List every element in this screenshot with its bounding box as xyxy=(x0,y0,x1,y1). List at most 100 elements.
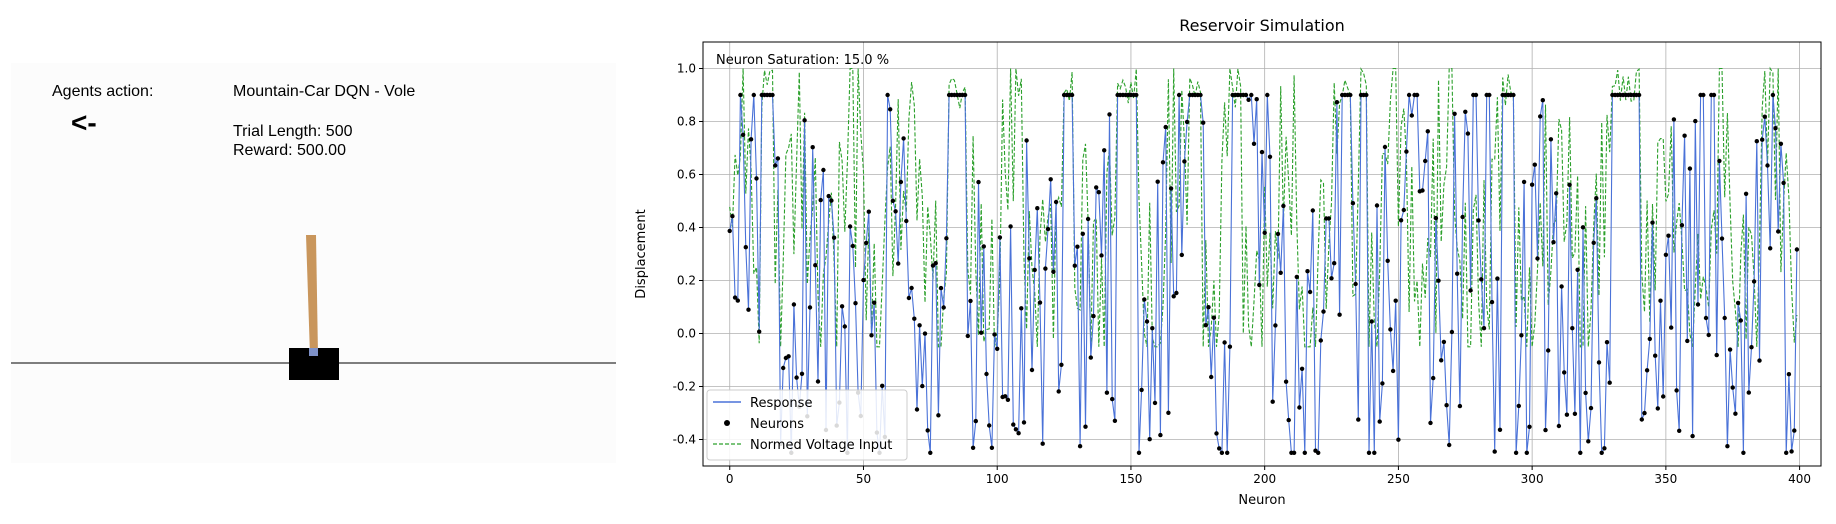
neuron-point xyxy=(1460,214,1465,220)
neuron-point xyxy=(1650,220,1655,225)
neuron-point xyxy=(1725,444,1730,449)
neuron-point xyxy=(831,235,837,240)
neuron-point xyxy=(1741,450,1746,455)
neuron-point xyxy=(1286,417,1291,423)
neuron-point xyxy=(1792,428,1797,433)
neuron-point xyxy=(754,176,759,181)
neuron-point xyxy=(1051,269,1056,274)
neuron-point xyxy=(1166,410,1171,415)
neuron-point xyxy=(1540,98,1546,103)
neuron-point xyxy=(839,304,845,309)
pole xyxy=(306,235,318,355)
neuron-point xyxy=(1316,450,1321,455)
input-series xyxy=(729,66,1798,348)
neuron-point xyxy=(727,228,732,234)
neuron-point xyxy=(970,445,976,450)
neuron-point xyxy=(1468,288,1473,293)
neuron-point xyxy=(1497,427,1503,432)
neuron-point xyxy=(1433,215,1439,221)
neuron-point xyxy=(1270,399,1275,404)
neuron-point xyxy=(1570,326,1575,331)
neuron-point xyxy=(933,261,938,266)
neuron-point xyxy=(1350,201,1356,206)
neuron-point xyxy=(1310,208,1316,213)
neuron-point xyxy=(1083,424,1088,429)
legend-neurons-swatch xyxy=(724,420,730,426)
neuron-point xyxy=(1037,300,1043,305)
neuron-point xyxy=(1406,92,1412,98)
neuron-point xyxy=(1701,92,1706,98)
neuron-point xyxy=(1778,141,1784,146)
x-axis-label: Neuron xyxy=(1238,493,1285,508)
neuron-point xyxy=(1182,159,1187,164)
neuron-point xyxy=(1636,92,1642,98)
neuron-point xyxy=(1607,380,1612,385)
neuron-point xyxy=(1262,230,1267,235)
neuron-point xyxy=(893,209,898,214)
neuron-point xyxy=(880,383,885,388)
neuron-point xyxy=(1142,297,1147,302)
neuron-point xyxy=(1671,117,1677,122)
neuron-point xyxy=(1746,390,1752,395)
neuron-point xyxy=(1685,338,1690,344)
neuron-point xyxy=(1401,207,1407,213)
neuron-point xyxy=(1682,133,1687,138)
neuron-point xyxy=(1337,312,1342,317)
neuron-point xyxy=(1027,256,1032,261)
neuron-point xyxy=(773,163,778,168)
neuron-point xyxy=(1751,279,1757,284)
neuron-point xyxy=(1586,439,1591,444)
neuron-point xyxy=(1444,403,1449,408)
neuron-point xyxy=(1594,196,1599,201)
neuron-point xyxy=(979,330,984,335)
neuron-point xyxy=(1318,338,1324,343)
neuron-point xyxy=(738,92,743,98)
neuron-point xyxy=(981,244,986,249)
neuron-point xyxy=(1754,139,1760,144)
neuron-point xyxy=(1473,92,1479,98)
agents-action-label: Agents action: xyxy=(52,83,154,100)
neuron-point xyxy=(1382,144,1388,150)
neuron-point xyxy=(1658,298,1663,303)
y-tick-label: 0.8 xyxy=(677,115,696,129)
neuron-point xyxy=(1091,313,1096,319)
neuron-point xyxy=(1717,158,1722,164)
neuron-point xyxy=(1013,427,1019,432)
neuron-point xyxy=(1077,444,1083,449)
neuron-point xyxy=(1567,182,1572,187)
neuron-point xyxy=(1524,450,1530,455)
neuron-point xyxy=(1538,114,1543,119)
x-tick-label: 100 xyxy=(986,472,1009,486)
neuron-point xyxy=(1546,348,1551,353)
neuron-point xyxy=(1436,278,1441,283)
neuron-point xyxy=(1211,315,1217,320)
neuron-point xyxy=(1768,246,1773,251)
neuron-point xyxy=(1029,367,1035,373)
neuron-point xyxy=(1085,216,1091,222)
neuron-point xyxy=(1674,388,1679,393)
neuron-point xyxy=(901,136,906,141)
neuron-point xyxy=(791,302,797,307)
neuron-point xyxy=(1666,233,1671,238)
neuron-point xyxy=(1035,206,1040,211)
neuron-point xyxy=(864,240,869,246)
neuron-point xyxy=(965,333,970,339)
x-tick-label: 200 xyxy=(1253,472,1276,486)
left-arrow-action-icon: <- xyxy=(71,107,97,138)
neuron-point xyxy=(1583,390,1588,396)
neuron-point xyxy=(1174,290,1179,296)
neuron-point xyxy=(1786,372,1792,377)
neuron-point xyxy=(1069,92,1075,98)
neuron-point xyxy=(1206,305,1211,310)
neuron-point xyxy=(815,379,821,384)
input-line xyxy=(729,66,1798,348)
neuron-point xyxy=(1559,284,1564,289)
neuron-point xyxy=(885,92,890,98)
neuron-point xyxy=(1110,396,1115,402)
neuron-point xyxy=(1163,124,1168,130)
neuron-point xyxy=(1254,97,1259,102)
neuron-point xyxy=(1005,397,1011,402)
neuron-point xyxy=(746,307,751,312)
x-tick-label: 300 xyxy=(1521,472,1544,486)
neuron-point xyxy=(842,324,847,329)
